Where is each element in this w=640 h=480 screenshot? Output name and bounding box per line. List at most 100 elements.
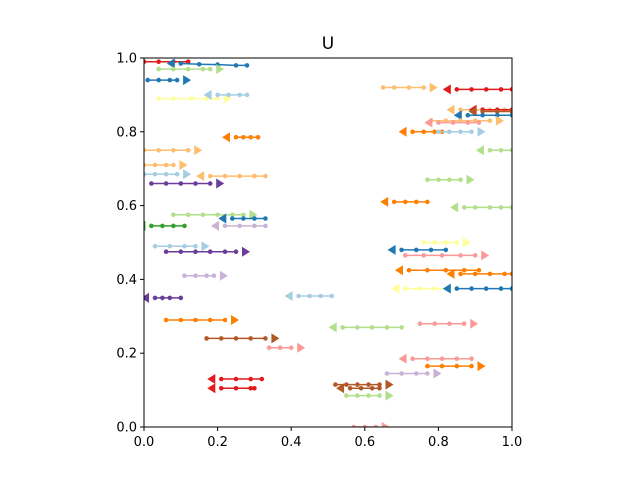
x-tick-label: 0.8 (428, 435, 449, 450)
data-point (439, 253, 445, 258)
y-tick-label: 0.8 (116, 125, 137, 140)
data-point (461, 267, 467, 273)
data-point (399, 247, 404, 253)
data-point (167, 295, 173, 301)
data-point (469, 87, 474, 92)
series-43 (417, 318, 479, 329)
data-point (252, 216, 257, 221)
data-point (178, 61, 184, 66)
data-point (219, 336, 224, 341)
data-point (403, 286, 408, 291)
data-point (421, 129, 427, 135)
data-point (384, 325, 390, 330)
arrow-head (466, 174, 475, 185)
data-point (421, 253, 427, 258)
data-point (178, 181, 184, 186)
data-point (344, 382, 349, 387)
arrow-head (450, 202, 459, 213)
data-point (458, 271, 463, 277)
arrow-head (442, 84, 451, 95)
data-point (417, 321, 423, 327)
data-point (144, 162, 147, 168)
data-point (391, 199, 397, 205)
data-point (144, 171, 147, 177)
series-40 (144, 292, 184, 303)
arrow-head (477, 361, 486, 372)
arrow-head (424, 117, 433, 128)
arrow-head (395, 265, 403, 276)
data-point (472, 118, 478, 123)
data-point (425, 356, 430, 362)
arrow-head (442, 283, 451, 294)
arrow-head (453, 110, 462, 121)
data-point (498, 286, 504, 291)
arrow-head (216, 178, 225, 189)
data-point (163, 317, 169, 323)
data-point (167, 243, 173, 249)
data-point (436, 177, 441, 183)
data-point (344, 393, 349, 398)
data-point (233, 386, 239, 391)
chart-title: U (322, 34, 334, 54)
data-point (483, 286, 489, 291)
arrow-head (249, 209, 258, 220)
data-point (241, 212, 246, 218)
data-point (248, 376, 253, 382)
series-30 (152, 241, 210, 252)
data-point (185, 212, 191, 218)
data-point (207, 249, 213, 254)
data-point (498, 87, 504, 92)
arrow-head (223, 93, 232, 104)
series-55 (351, 422, 390, 427)
data-point (487, 271, 493, 277)
arrow-head (477, 126, 486, 137)
data-point (233, 336, 239, 341)
data-point (358, 386, 364, 391)
arrow-head (462, 237, 471, 248)
series-36 (446, 268, 512, 279)
data-point (377, 382, 382, 387)
data-point (252, 386, 257, 391)
series-21 (196, 171, 268, 182)
series-29 (144, 220, 187, 231)
data-point (211, 273, 217, 279)
arrow-head (194, 145, 203, 156)
arrow-head (284, 291, 293, 301)
plot-frame (143, 57, 513, 428)
data-point (193, 181, 198, 186)
series-39 (442, 283, 512, 294)
data-point (222, 223, 228, 229)
data-point (189, 96, 195, 101)
data-point (509, 87, 512, 92)
data-point (171, 96, 176, 101)
data-point (425, 267, 430, 273)
data-point (421, 240, 427, 245)
data-point (355, 325, 360, 330)
data-point (233, 63, 239, 68)
data-point (185, 59, 191, 64)
data-point (454, 363, 460, 369)
arrow-head (183, 169, 192, 180)
data-point (329, 293, 335, 299)
arrow-head (387, 244, 396, 255)
series-20 (144, 169, 192, 180)
data-point (355, 393, 360, 398)
data-point (443, 267, 449, 273)
data-point (472, 205, 478, 210)
data-point (480, 109, 485, 114)
series-26 (171, 209, 258, 220)
data-point (417, 286, 423, 291)
data-point (487, 118, 493, 123)
arrow-head (380, 196, 389, 207)
data-point (207, 181, 213, 186)
data-point (403, 253, 408, 258)
series-34 (403, 250, 490, 261)
data-point (436, 129, 441, 135)
data-point (152, 171, 158, 177)
data-point (384, 371, 390, 376)
data-point (425, 199, 430, 205)
data-point (509, 148, 512, 153)
data-point (263, 216, 268, 221)
data-point (233, 376, 239, 382)
series-18 (475, 145, 512, 156)
